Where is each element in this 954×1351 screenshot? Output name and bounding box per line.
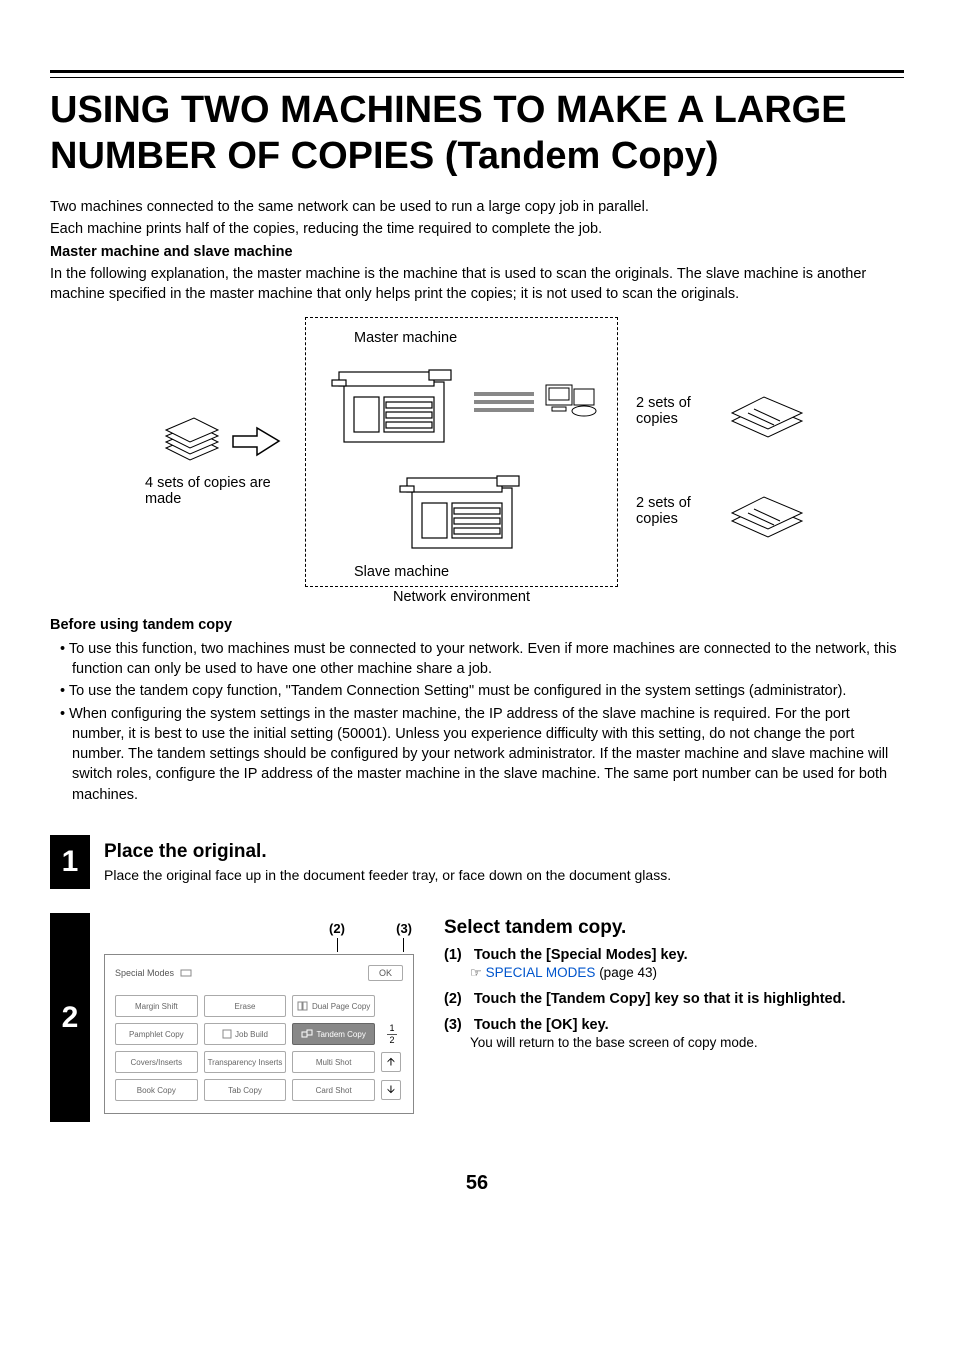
master-machine-label: Master machine	[324, 330, 599, 346]
arrow-right-icon	[231, 424, 281, 459]
job-build-button[interactable]: Job Build	[204, 1023, 287, 1045]
special-modes-panel: Special Modes OK Margin Shift Erase Dual…	[104, 954, 414, 1114]
job-build-icon	[222, 1029, 232, 1039]
right-label-1: 2 sets of copies	[636, 395, 716, 427]
special-modes-link[interactable]: SPECIAL MODES	[486, 965, 596, 980]
panel-ok-button[interactable]: OK	[368, 965, 403, 981]
bullet-item: When configuring the system settings in …	[72, 704, 904, 805]
page-number: 56	[50, 1172, 904, 1195]
step-2-title: Select tandem copy.	[444, 917, 904, 939]
network-hub-icon	[544, 383, 599, 421]
callout-3: (3)	[376, 921, 412, 936]
page-frac-bot: 2	[389, 1036, 394, 1045]
diagram-right: 2 sets of copies 2 sets of copies	[636, 381, 809, 541]
multi-shot-button[interactable]: Multi Shot	[292, 1051, 375, 1073]
job-build-label: Job Build	[235, 1030, 268, 1039]
diagram-left: 4 sets of copies are made	[145, 414, 295, 507]
substep-1: (1) Touch the [Special Modes] key. ☞ SPEC…	[444, 947, 904, 981]
slave-machine-label: Slave machine	[324, 564, 599, 580]
transparency-inserts-button[interactable]: Transparency Inserts	[204, 1051, 287, 1073]
step-1-title: Place the original.	[104, 841, 904, 863]
tab-copy-button[interactable]: Tab Copy	[204, 1079, 287, 1101]
title-rule	[50, 70, 904, 78]
tandem-diagram: 4 sets of copies are made Master machine	[50, 317, 904, 605]
scroll-down-button[interactable]: 🡫	[381, 1080, 401, 1100]
slave-copier-icon	[392, 458, 532, 558]
diagram-center: Master machine	[305, 317, 618, 605]
diagram-left-label: 4 sets of copies are made	[145, 475, 295, 507]
substep-2-title: Touch the [Tandem Copy] key so that it i…	[474, 991, 846, 1007]
step-1-text: Place the original face up in the docume…	[104, 867, 904, 883]
special-modes-link-suffix: (page 43)	[595, 965, 657, 980]
arrow-down-icon: 🡫	[387, 1081, 395, 1100]
scroll-up-button[interactable]: 🡩	[381, 1052, 401, 1072]
callout-2: (2)	[298, 921, 376, 936]
before-bullets: To use this function, two machines must …	[50, 639, 904, 805]
panel-header-title: Special Modes	[115, 968, 174, 978]
pointer-icon: ☞	[470, 965, 482, 980]
margin-shift-button[interactable]: Margin Shift	[115, 995, 198, 1017]
bullet-item: To use this function, two machines must …	[72, 639, 904, 680]
substep-3-title: Touch the [OK] key.	[474, 1017, 609, 1033]
substep-2-num: (2)	[444, 991, 462, 1007]
dual-page-icon	[297, 1001, 309, 1011]
output-stack-1-icon	[724, 381, 809, 441]
substep-3: (3) Touch the [OK] key. You will return …	[444, 1017, 904, 1050]
master-text: In the following explanation, the master…	[50, 264, 904, 305]
intro-line-1: Two machines connected to the same netwo…	[50, 197, 904, 217]
page-frac-top: 1	[389, 1024, 394, 1033]
master-copier-icon	[324, 352, 464, 452]
before-heading: Before using tandem copy	[50, 617, 904, 633]
substep-1-title: Touch the [Special Modes] key.	[474, 947, 688, 963]
panel-header-icon	[180, 968, 192, 978]
substep-1-num: (1)	[444, 947, 462, 963]
pamphlet-copy-button[interactable]: Pamphlet Copy	[115, 1023, 198, 1045]
step-2-number: 2	[50, 913, 90, 1122]
tandem-copy-button[interactable]: Tandem Copy	[292, 1023, 375, 1045]
dual-page-copy-button[interactable]: Dual Page Copy	[292, 995, 375, 1017]
arrow-up-icon: 🡩	[387, 1053, 395, 1072]
output-stack-2-icon	[724, 481, 809, 541]
step-2-panel-area: (2) (3) Special Modes OK Margin Shift	[90, 913, 414, 1122]
master-heading: Master machine and slave machine	[50, 242, 904, 262]
substep-3-num: (3)	[444, 1017, 462, 1033]
step-2-instructions: Select tandem copy. (1) Touch the [Speci…	[414, 913, 904, 1122]
step-1-number: 1	[50, 835, 90, 889]
bullet-item: To use the tandem copy function, "Tandem…	[72, 681, 904, 701]
step-2: 2 (2) (3) Special Modes OK	[50, 913, 904, 1122]
page-title: USING TWO MACHINES TO MAKE A LARGE NUMBE…	[50, 88, 904, 179]
page-fraction: 1 2	[381, 1024, 403, 1045]
covers-inserts-button[interactable]: Covers/Inserts	[115, 1051, 198, 1073]
intro-line-2: Each machine prints half of the copies, …	[50, 219, 904, 239]
substep-3-note: You will return to the base screen of co…	[470, 1035, 904, 1050]
network-label: Network environment	[305, 589, 618, 605]
tandem-copy-icon	[301, 1029, 313, 1039]
paper-stack-icon	[160, 414, 225, 469]
substep-2: (2) Touch the [Tandem Copy] key so that …	[444, 991, 904, 1007]
tandem-copy-label: Tandem Copy	[316, 1030, 365, 1039]
book-copy-button[interactable]: Book Copy	[115, 1079, 198, 1101]
step-1: 1 Place the original. Place the original…	[50, 835, 904, 889]
network-lines-icon	[474, 392, 534, 412]
erase-button[interactable]: Erase	[204, 995, 287, 1017]
card-shot-button[interactable]: Card Shot	[292, 1079, 375, 1101]
dual-page-copy-label: Dual Page Copy	[312, 1002, 370, 1011]
right-label-2: 2 sets of copies	[636, 495, 716, 527]
